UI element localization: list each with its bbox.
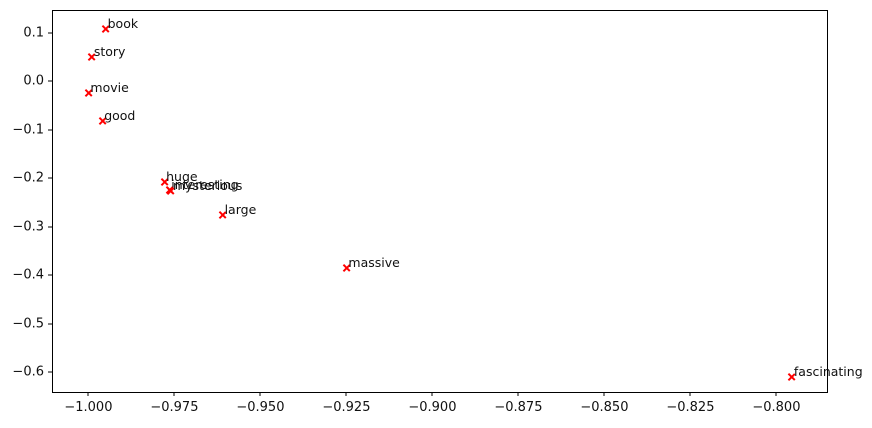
y-axis-tick [48,129,52,131]
y-axis-tick-label: 0.1 [23,25,44,41]
y-axis-tick-label: −0.2 [12,170,44,186]
y-axis-tick-label: −0.5 [12,316,44,332]
x-axis-tick-label: −0.825 [666,400,715,415]
x-axis-tick-label: −0.875 [494,400,543,415]
x-axis-tick-label: −1.000 [64,400,113,415]
x-axis-tick [173,392,175,396]
y-axis-tick [48,80,52,82]
x-axis-tick-label: −0.900 [408,400,457,415]
data-point-label-movie: movie [90,79,129,95]
data-point-label-fascinating: fascinating [793,364,863,380]
x-axis-tick [689,392,691,396]
data-point-label-book: book [107,16,139,32]
y-axis-tick [48,274,52,276]
data-point-label-good: good [104,108,136,124]
y-axis-tick-label: −0.1 [12,122,44,138]
y-axis-tick-label: −0.6 [12,364,44,380]
data-point-label-mysterious: mysterious [172,178,243,194]
x-axis-tick [775,392,777,396]
data-point-label-interesting: interesting [171,176,239,192]
y-axis-tick [48,32,52,34]
y-axis-tick [48,177,52,179]
x-axis-tick [345,392,347,396]
y-axis-tick-label: 0.0 [23,73,44,89]
y-axis-tick [48,226,52,228]
x-axis-tick-label: −0.950 [236,400,285,415]
data-point-label-huge: huge [166,169,198,185]
x-axis-tick-label: −0.925 [322,400,371,415]
y-axis-tick [48,371,52,373]
data-point-label-large: large [224,202,257,218]
y-axis-tick-label: −0.3 [12,219,44,235]
x-axis-tick [431,392,433,396]
data-point-label-massive: massive [348,255,400,271]
axes: −1.000 −0.975 −0.950 −0.925 −0.900 −0.875 −0.8… [12,10,863,415]
x-axis-tick-label: −0.850 [580,400,629,415]
x-axis-tick-label: −0.975 [150,400,199,415]
x-axis-tick [259,392,261,396]
x-axis-tick [87,392,89,396]
data-point-label-story: story [93,44,126,60]
y-axis-tick [48,323,52,325]
y-axis-tick-label: −0.4 [12,267,44,283]
x-axis-tick [517,392,519,396]
x-axis-tick-label: −0.800 [752,400,801,415]
x-axis-tick [603,392,605,396]
